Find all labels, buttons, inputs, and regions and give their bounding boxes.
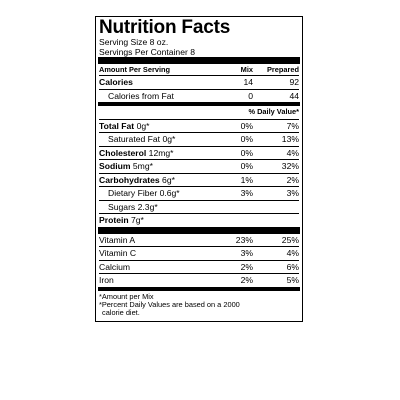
column-header-row: Amount Per Serving Mix Prepared bbox=[99, 64, 299, 75]
nutrient-prepared: 4% bbox=[286, 147, 299, 158]
calories-mix: 14 bbox=[243, 77, 253, 87]
nutrient-prepared: 32% bbox=[281, 161, 299, 171]
calories-row: Calories 14 92 bbox=[99, 76, 299, 89]
nutrient-prepared: 2% bbox=[286, 174, 299, 185]
nutrient-mix: 0% bbox=[240, 161, 253, 171]
serving-size: Serving Size 8 oz. bbox=[99, 37, 169, 47]
calories-label: Calories bbox=[99, 77, 133, 87]
divider bbox=[99, 199, 299, 201]
calories-from-fat-row: Calories from Fat 0 44 bbox=[99, 90, 299, 103]
vitamin-prepared: 6% bbox=[286, 261, 299, 272]
servings-per-container: Servings Per Container 8 bbox=[99, 47, 196, 57]
nutrient-name: Sugars 2.3g* bbox=[108, 201, 158, 212]
calories-prepared: 92 bbox=[289, 77, 299, 87]
nutrient-name: Cholesterol bbox=[99, 147, 147, 158]
protein-row: Protein 7g* bbox=[99, 214, 299, 227]
nutrient-row-carbohydrates: Carbohydrates 6g* 1% 2% bbox=[99, 174, 299, 187]
vitamin-row-vitamin-c: Vitamin C 3% 4% bbox=[99, 247, 299, 260]
daily-value-header-row: % Daily Value* bbox=[99, 106, 299, 119]
prepared-header: Prepared bbox=[266, 65, 299, 74]
nutrient-mix: 3% bbox=[240, 188, 253, 198]
vitamin-row-calcium: Calcium 2% 6% bbox=[99, 261, 299, 274]
nutrient-mix: 0% bbox=[240, 134, 253, 144]
divider bbox=[99, 145, 299, 147]
vitamin-prepared: 5% bbox=[286, 275, 299, 285]
vitamin-mix: 3% bbox=[240, 248, 253, 258]
footnote-daily-values-cont: calorie diet. bbox=[102, 308, 140, 318]
divider bbox=[99, 159, 299, 160]
nutrient-row-saturated-fat: Saturated Fat 0g* 0% 13% bbox=[99, 133, 299, 146]
nutrient-prepared: 13% bbox=[281, 134, 299, 144]
nutrient-row-sugars: Sugars 2.3g* bbox=[99, 201, 299, 214]
amount-per-serving-header: Amount Per Serving bbox=[99, 65, 171, 74]
divider bbox=[99, 75, 299, 76]
vitamin-mix: 2% bbox=[240, 261, 253, 272]
divider bbox=[99, 172, 299, 174]
nutrient-prepared: 3% bbox=[286, 188, 299, 198]
vitamin-name: Vitamin A bbox=[99, 234, 136, 245]
footnotes: *Amount per Mix *Percent Daily Values ar… bbox=[99, 291, 299, 321]
nutrition-facts-label: Nutrition Facts Serving Size 8 oz. Servi… bbox=[95, 16, 303, 322]
nutrient-row-total-fat: Total Fat 0g* 0% 7% bbox=[99, 120, 299, 133]
vitamin-row-vitamin-a: Vitamin A 23% 25% bbox=[99, 234, 299, 247]
nutrient-name: Saturated Fat 0g* bbox=[108, 134, 176, 144]
vitamin-mix: 2% bbox=[240, 275, 253, 285]
nutrient-row-sodium: Sodium 5mg* 0% 32% bbox=[99, 160, 299, 173]
nutrient-prepared: 7% bbox=[286, 120, 299, 131]
divider bbox=[99, 213, 299, 214]
footnote-amount-per-mix: *Amount per Mix bbox=[99, 291, 154, 301]
vitamin-row-iron: Iron 2% 5% bbox=[99, 274, 299, 287]
nutrient-row-cholesterol: Cholesterol 12mg* 0% 4% bbox=[99, 147, 299, 160]
vitamin-prepared: 4% bbox=[286, 248, 299, 258]
footnote-daily-values: *Percent Daily Values are based on a 200… bbox=[99, 299, 240, 309]
protein-name: Protein bbox=[99, 215, 129, 225]
nutrient-mix: 0% bbox=[240, 147, 253, 158]
calories-from-fat-prepared: 44 bbox=[289, 90, 299, 101]
vitamin-prepared: 25% bbox=[281, 234, 299, 245]
vitamin-name: Calcium bbox=[99, 261, 131, 272]
mix-header: Mix bbox=[240, 65, 253, 74]
nutrient-mix: 0% bbox=[240, 120, 253, 131]
divider bbox=[99, 88, 299, 90]
calories-from-fat-mix: 0 bbox=[248, 90, 253, 101]
vitamin-mix: 23% bbox=[235, 234, 253, 245]
divider-medium bbox=[98, 102, 300, 106]
divider-medium bbox=[98, 286, 300, 291]
calories-from-fat-label: Calories from Fat bbox=[108, 90, 174, 101]
vitamin-name: Iron bbox=[99, 275, 114, 285]
label-title: Nutrition Facts bbox=[99, 17, 231, 38]
divider bbox=[99, 259, 299, 261]
protein-amount: 7g* bbox=[131, 215, 144, 225]
nutrient-row-dietary-fiber: Dietary Fiber 0.6g* 3% 3% bbox=[99, 187, 299, 200]
nutrient-mix: 1% bbox=[240, 174, 253, 185]
divider bbox=[99, 273, 299, 274]
divider bbox=[99, 132, 299, 133]
nutrient-amount: 6g* bbox=[162, 174, 175, 185]
nutrient-name: Carbohydrates bbox=[99, 174, 160, 185]
nutrient-name: Total Fat bbox=[99, 120, 135, 131]
divider bbox=[99, 186, 299, 187]
nutrient-name: Sodium bbox=[99, 161, 131, 171]
vitamin-name: Vitamin C bbox=[99, 248, 137, 258]
divider bbox=[99, 118, 299, 120]
nutrient-amount: 0g* bbox=[136, 120, 150, 131]
daily-value-header: % Daily Value* bbox=[248, 107, 299, 116]
nutrient-name: Dietary Fiber 0.6g* bbox=[108, 188, 180, 198]
divider-thick bbox=[98, 226, 300, 234]
nutrient-amount: 12mg* bbox=[148, 147, 174, 158]
divider bbox=[99, 246, 299, 247]
nutrient-amount: 5mg* bbox=[132, 161, 153, 171]
divider-thick bbox=[98, 57, 300, 64]
